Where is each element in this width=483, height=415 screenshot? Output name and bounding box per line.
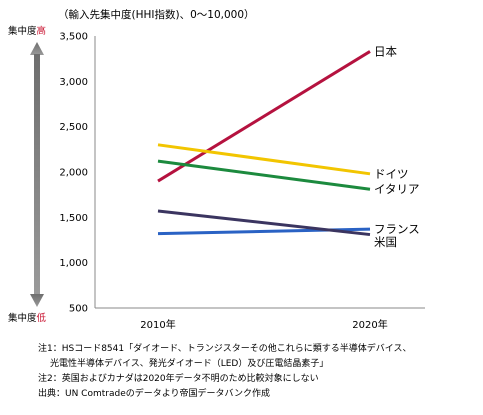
side-label-high: 集中度高: [8, 25, 46, 37]
chart: （輸入先集中度(HHI指数)、0～10,000） 集中度高 集中度低 3,500…: [8, 8, 425, 331]
series-label: フランス: [374, 222, 420, 236]
footnote-1: 注1：HSコード8541「ダイオード、トランジスターその他これらに類する半導体デ…: [38, 344, 412, 354]
series-label: 日本: [374, 44, 397, 58]
footnotes: 注1：HSコード8541「ダイオード、トランジスターその他これらに類する半導体デ…: [38, 342, 478, 402]
footnote-2: 注2：英国およびカナダは2020年データ不明のため比較対象にしない: [38, 374, 319, 384]
series-line-1: [157, 143, 371, 176]
x-tick-labels: 2010年 2020年: [140, 318, 387, 331]
x-tick-label: 2010年: [140, 318, 175, 331]
footnote-1-continued: 光電性半導体デバイス、発光ダイオード（LED）及び圧電結晶素子」: [50, 359, 329, 369]
y-tick-label: 1,500: [59, 213, 88, 224]
unit-label: （輸入先集中度(HHI指数)、0～10,000）: [58, 8, 255, 21]
y-tick-label: 2,000: [59, 168, 88, 179]
y-tick-label: 3,000: [59, 77, 88, 88]
series-label: イタリア: [374, 182, 420, 196]
y-tick-label: 3,500: [59, 32, 88, 43]
series-line-4: [157, 209, 371, 237]
series-lines: [157, 50, 371, 237]
concentration-arrow: [30, 42, 44, 307]
y-tick-labels: 3,500 3,000 2,500 2,000 1,500 1,000 500: [59, 32, 88, 315]
series-line-2: [157, 159, 371, 191]
y-tick-label: 1,000: [59, 258, 88, 269]
x-tick-label: 2020年: [352, 318, 387, 331]
side-label-low: 集中度低: [8, 312, 47, 324]
y-tick-label: 2,500: [59, 122, 88, 133]
series-line-0: [157, 50, 371, 183]
series-label: ドイツ: [374, 167, 409, 181]
source-note: 出典：UN Comtradeのデータより帝国データバンク作成: [38, 389, 271, 399]
series-label: 米国: [374, 235, 397, 249]
y-tick-label: 500: [69, 304, 88, 315]
